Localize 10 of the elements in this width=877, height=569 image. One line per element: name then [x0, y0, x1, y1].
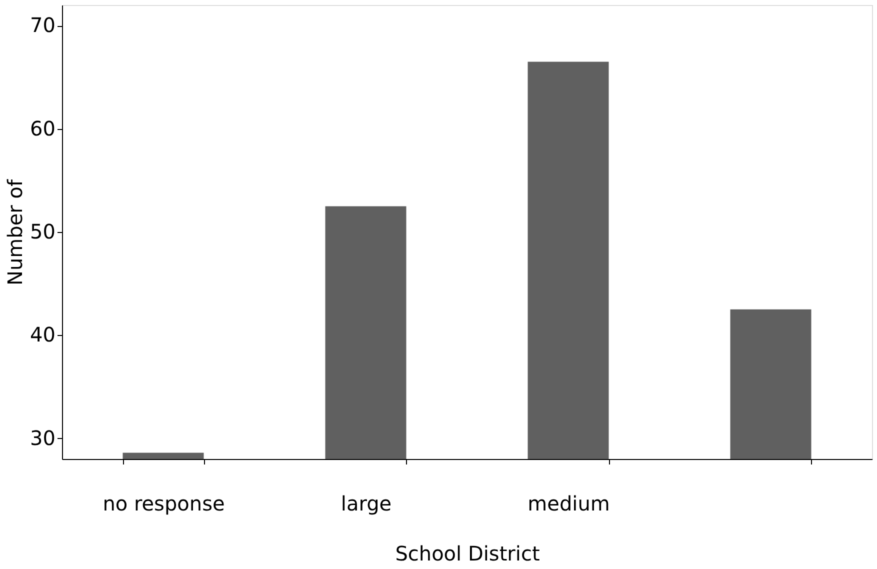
y-axis-title: Number of: [3, 178, 28, 286]
x-tick-label: no response: [102, 492, 225, 516]
y-tick-label: 50: [30, 220, 56, 244]
x-tick-label: medium: [528, 492, 610, 516]
x-axis-title: School District: [395, 542, 540, 566]
y-tick-label: 40: [30, 322, 56, 347]
y-tick-label: 60: [30, 116, 56, 140]
x-tick-label: large: [340, 492, 392, 516]
y-tick-label: 70: [30, 13, 56, 38]
y-tick-label: 30: [30, 426, 56, 450]
